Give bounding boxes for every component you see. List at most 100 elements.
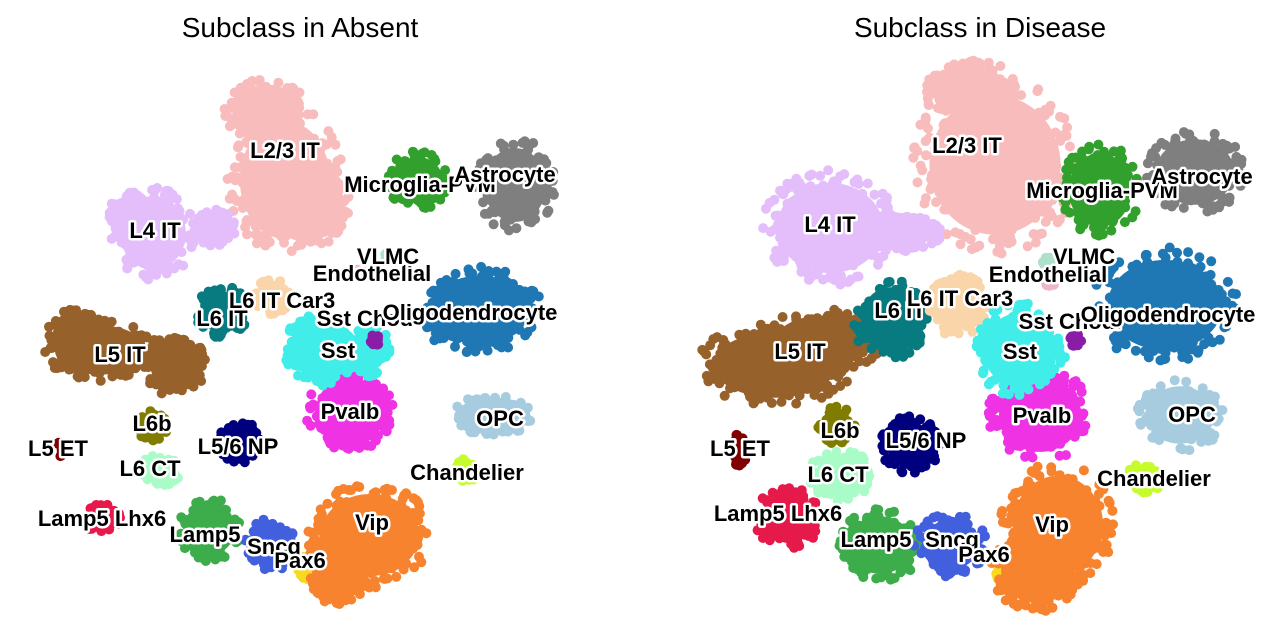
cell-point bbox=[988, 215, 999, 226]
cell-point bbox=[730, 372, 741, 383]
cell-point bbox=[865, 218, 876, 229]
cell-point bbox=[489, 203, 500, 214]
cell-point bbox=[235, 288, 246, 299]
cell-point bbox=[140, 272, 151, 283]
cell-point bbox=[156, 388, 167, 399]
cell-point bbox=[776, 247, 787, 258]
cell-point bbox=[542, 207, 553, 218]
cluster-label: L6b bbox=[132, 411, 171, 436]
cell-point bbox=[741, 383, 752, 394]
cell-point bbox=[205, 210, 216, 221]
cell-point bbox=[495, 138, 506, 149]
cell-point bbox=[793, 383, 803, 394]
cell-point bbox=[324, 538, 335, 548]
cell-point bbox=[306, 389, 317, 400]
cell-point bbox=[826, 454, 837, 465]
cell-point bbox=[878, 239, 889, 249]
cell-point bbox=[354, 482, 365, 492]
cell-point bbox=[143, 428, 154, 439]
cell-point bbox=[1148, 388, 1159, 399]
cell-point bbox=[1003, 518, 1014, 529]
cell-point bbox=[395, 549, 406, 560]
umap-panel-disease: Subclass in Disease L2/3 IT L4 IT L5 IT L6 … bbox=[640, 0, 1280, 638]
cell-point bbox=[370, 487, 381, 498]
cell-point bbox=[961, 106, 972, 117]
cell-point bbox=[1104, 498, 1115, 508]
cell-point bbox=[857, 347, 868, 358]
cell-point bbox=[293, 563, 304, 574]
cell-point bbox=[1008, 79, 1019, 89]
cell-point bbox=[1042, 200, 1053, 211]
cell-point bbox=[178, 214, 188, 225]
cell-point bbox=[480, 158, 491, 169]
cell-point bbox=[235, 152, 246, 162]
cell-point bbox=[450, 268, 461, 279]
cell-point bbox=[526, 312, 537, 323]
cell-point bbox=[816, 476, 827, 487]
cell-point bbox=[1032, 602, 1042, 613]
cell-point bbox=[365, 560, 376, 571]
cell-point bbox=[273, 77, 284, 88]
cell-point bbox=[966, 64, 977, 75]
cell-point bbox=[1012, 487, 1023, 498]
cell-point bbox=[1055, 438, 1066, 449]
cell-point bbox=[784, 483, 795, 494]
cell-point bbox=[277, 284, 288, 295]
cell-point bbox=[343, 191, 354, 202]
cell-point bbox=[1195, 261, 1206, 272]
cell-point bbox=[1019, 515, 1030, 526]
cell-point bbox=[795, 489, 806, 500]
cell-point bbox=[795, 356, 806, 367]
cell-point bbox=[934, 224, 945, 235]
cell-point bbox=[196, 228, 207, 239]
cell-point bbox=[281, 116, 292, 127]
cell-point bbox=[266, 216, 277, 227]
cell-point bbox=[1014, 529, 1025, 540]
cell-point bbox=[154, 347, 165, 358]
cell-point bbox=[462, 336, 472, 347]
cell-point bbox=[875, 338, 886, 349]
cell-point bbox=[361, 320, 371, 331]
cell-point bbox=[883, 517, 894, 528]
cell-point bbox=[138, 220, 149, 231]
cell-point bbox=[926, 238, 937, 249]
cell-point bbox=[466, 417, 477, 428]
cell-point bbox=[862, 178, 873, 189]
cell-point bbox=[353, 339, 364, 350]
cluster-label: L6 IT Car3 bbox=[229, 288, 335, 313]
cell-point bbox=[802, 356, 813, 367]
cluster-label: Lamp5 Lhx6 bbox=[38, 506, 166, 531]
cell-point bbox=[741, 330, 752, 341]
cell-point bbox=[391, 571, 402, 582]
cell-point bbox=[500, 340, 511, 351]
cell-point bbox=[946, 196, 957, 207]
cell-point bbox=[719, 390, 730, 401]
cell-point bbox=[963, 548, 974, 559]
cell-point bbox=[104, 207, 115, 218]
cell-point bbox=[999, 317, 1010, 328]
cell-point bbox=[1192, 331, 1203, 342]
cell-point bbox=[732, 430, 743, 441]
cell-point bbox=[933, 303, 944, 313]
cell-point bbox=[379, 416, 390, 427]
cell-point bbox=[929, 75, 940, 85]
cell-point bbox=[321, 139, 332, 150]
cell-point bbox=[986, 376, 997, 387]
cell-point bbox=[327, 427, 338, 437]
cell-point bbox=[1181, 385, 1192, 396]
cell-point bbox=[215, 543, 226, 554]
cell-point bbox=[1037, 228, 1047, 239]
cluster-vlmc bbox=[379, 249, 394, 266]
cell-point bbox=[1209, 136, 1220, 147]
cell-point bbox=[812, 266, 823, 277]
cell-point bbox=[500, 423, 511, 434]
cell-point bbox=[285, 202, 296, 213]
cluster-label: L6b bbox=[820, 418, 859, 443]
cell-point bbox=[270, 303, 281, 314]
cell-point bbox=[1045, 369, 1056, 379]
cluster-label: Sst Chodl bbox=[317, 306, 420, 331]
cell-point bbox=[913, 328, 924, 339]
cell-point bbox=[835, 279, 846, 290]
cell-point bbox=[924, 305, 935, 316]
cell-point bbox=[803, 274, 814, 285]
